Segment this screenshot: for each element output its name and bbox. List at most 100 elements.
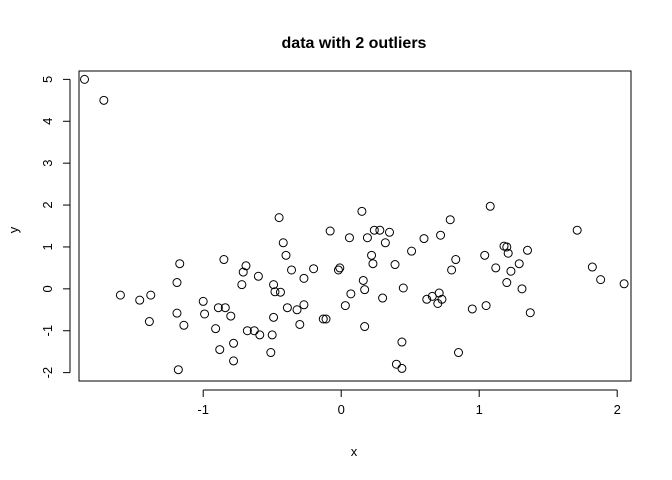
data-points [80,74,629,375]
x-axis-label: x [351,444,358,459]
data-point [434,288,444,298]
data-point [572,225,582,235]
data-point [318,314,328,324]
y-tick-label: -2 [40,367,55,379]
data-point [397,337,407,347]
data-point [325,226,335,236]
data-point [587,262,597,272]
data-point [390,260,400,270]
x-tick-label: -1 [197,402,209,417]
y-tick-label: 1 [40,243,55,250]
x-tick-label: 0 [338,402,345,417]
data-point [172,308,182,318]
data-point [172,278,182,288]
data-point [292,305,302,315]
data-point [229,338,239,348]
data-point [198,296,208,306]
data-point [437,294,447,304]
y-tick-label: 4 [40,118,55,125]
x-tick-label: 2 [614,402,621,417]
data-point [503,248,513,258]
x-axis: -1 0 1 2 [197,389,621,417]
data-point [357,206,367,216]
data-point [219,255,229,265]
y-tick-label: 5 [40,76,55,83]
data-point [179,320,189,330]
data-point [282,303,292,313]
data-point [270,287,280,297]
data-point [362,233,372,243]
data-point [238,267,248,277]
data-point [175,259,185,269]
data-point [266,348,276,358]
data-point [333,265,343,275]
data-point [502,278,512,288]
y-axis-label: y [6,226,21,233]
data-point [229,356,239,366]
data-point [335,263,345,273]
data-point [368,259,378,269]
y-tick-label: 0 [40,285,55,292]
data-point [267,330,277,340]
data-point [309,264,319,274]
data-point [255,330,265,340]
data-point [397,363,407,373]
data-point [419,234,429,244]
data-point [274,213,284,223]
data-point [360,285,370,295]
x-tick-label: 1 [476,402,483,417]
data-point [375,225,385,235]
data-point [506,266,516,276]
y-tick-label: 3 [40,160,55,167]
data-point [391,359,401,369]
data-point [367,250,377,260]
data-point [299,273,309,283]
data-point [436,230,446,240]
data-point [514,259,524,269]
data-point [115,290,125,300]
data-point [502,242,512,252]
data-point [385,227,394,237]
data-point [253,271,263,281]
data-point [299,300,309,310]
data-point [295,319,305,329]
data-point [491,263,501,273]
y-tick-label: 2 [40,201,55,208]
data-point [213,303,223,313]
data-point [454,348,463,358]
data-point [407,246,417,256]
data-point [596,275,606,285]
data-point [200,309,210,319]
data-point [269,312,279,322]
data-point [215,345,225,355]
data-point [144,317,154,327]
data-point [480,250,490,260]
data-point [287,265,297,275]
data-point [398,283,408,293]
data-point [135,295,145,305]
data-point [241,261,251,271]
y-tick-label: -1 [40,325,55,337]
data-point [340,301,350,311]
data-point [211,324,221,334]
data-point [220,303,230,313]
data-point [360,322,370,332]
data-point [369,225,379,235]
data-point [242,326,252,336]
data-point [523,245,532,255]
data-point [445,215,455,225]
data-point [380,238,390,248]
data-point [275,287,285,297]
data-point [80,74,90,84]
data-point [346,289,356,299]
data-point [619,279,629,289]
data-point [451,255,461,265]
data-point [481,301,491,311]
data-point [517,284,527,294]
data-point [447,265,457,275]
data-point [485,201,495,211]
data-point [525,308,535,318]
data-point [269,280,279,290]
data-point [226,311,236,321]
